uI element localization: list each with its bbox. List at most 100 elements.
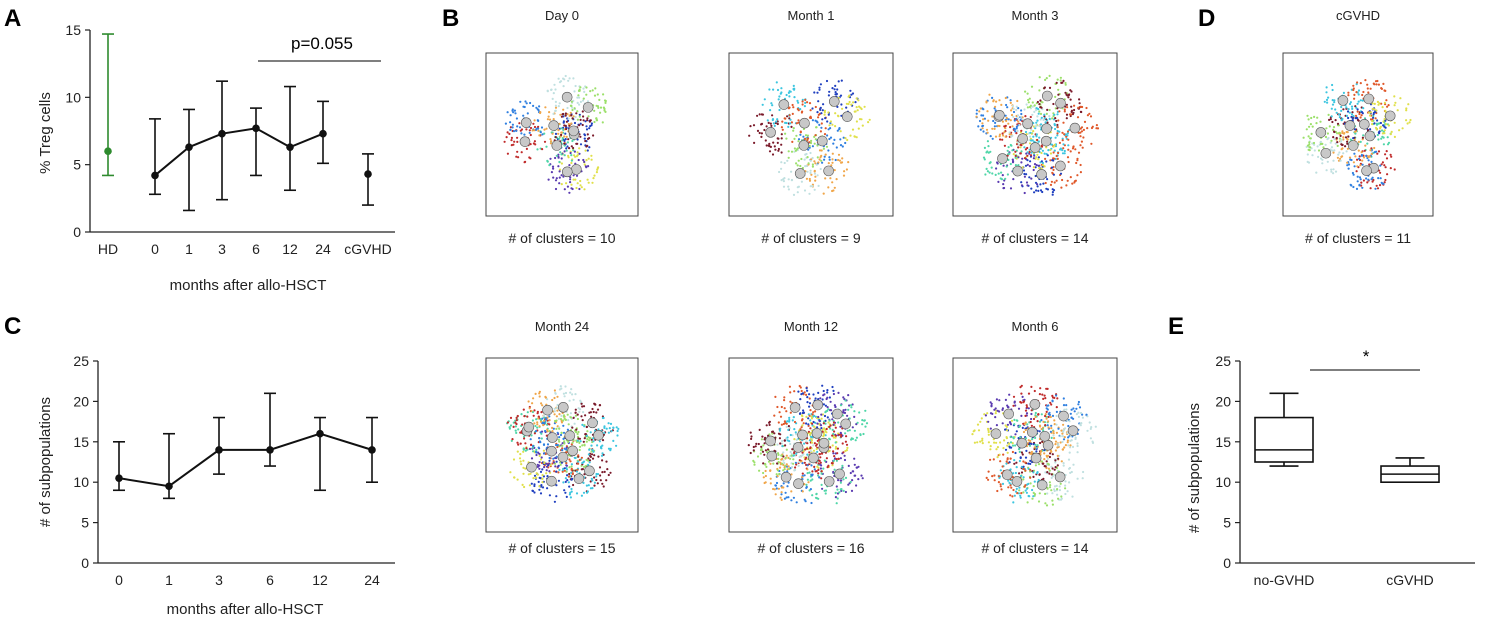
tsne-dot	[591, 407, 594, 411]
tsne-dot	[1050, 465, 1053, 468]
tsne-dot	[1054, 136, 1057, 139]
tsne-dot	[529, 438, 532, 441]
tsne-dot	[1079, 135, 1082, 138]
tsne-dot	[854, 110, 857, 113]
tsne-dot	[771, 118, 774, 122]
tsne-dot	[1041, 101, 1044, 104]
tsne-dot	[1085, 413, 1088, 416]
tsne-dot	[1022, 401, 1025, 404]
tsne-dot	[793, 147, 797, 150]
tsne-dot	[787, 428, 790, 431]
tsne-dot	[1023, 175, 1026, 178]
tsne-dot	[570, 183, 573, 186]
tsne-dot	[563, 469, 566, 472]
tsne-dot	[995, 100, 998, 103]
tsne-dot	[1040, 151, 1043, 155]
tsne-dot	[572, 146, 575, 150]
tsne-dot	[993, 127, 996, 130]
tsne-dot	[1032, 135, 1035, 138]
tsne-dot	[1356, 175, 1359, 178]
tsne-dot	[1025, 181, 1029, 184]
tsne-dot	[523, 133, 526, 136]
tsne-dot	[1062, 143, 1065, 146]
tsne-dot	[771, 432, 774, 435]
tsne-dot	[1359, 116, 1362, 119]
tsne-dot	[833, 404, 837, 407]
tsne-dot	[513, 476, 516, 479]
tsne-dot	[1003, 131, 1006, 134]
tsne-dot	[546, 475, 549, 478]
tsne-dot	[863, 105, 866, 108]
tsne-dot	[1062, 464, 1065, 467]
tsne-dot	[801, 490, 804, 493]
tsne-dot	[772, 462, 775, 465]
tsne-dot	[1316, 116, 1319, 119]
tsne-dot	[786, 115, 789, 118]
tsne-dot	[804, 134, 808, 137]
tsne-dot	[816, 439, 819, 442]
tsne-dot	[1367, 91, 1370, 94]
tsne-dot	[1020, 392, 1023, 395]
tsne-dot	[1030, 139, 1033, 142]
tsne-dot	[520, 132, 523, 135]
tsne-dot	[609, 447, 612, 450]
tsne-dot	[577, 94, 580, 97]
tsne-dot	[1389, 133, 1392, 136]
tsne-cluster-marker	[567, 445, 578, 457]
tsne-dot	[836, 452, 839, 455]
tsne-dot	[517, 156, 520, 159]
tsne-dot	[1067, 138, 1070, 141]
tsne-dot	[977, 429, 981, 432]
tsne-dot	[998, 410, 1001, 413]
tsne-dot	[593, 454, 596, 457]
tsne-dot	[827, 464, 830, 467]
tsne-dot	[811, 470, 814, 473]
tsne-dot	[1009, 119, 1012, 122]
tsne-dot	[528, 131, 531, 134]
tsne-dot	[534, 143, 537, 146]
tsne-dot	[1032, 471, 1035, 474]
tsne-dot	[574, 414, 578, 417]
tsne-dot	[806, 447, 809, 450]
tsne-dot	[1306, 114, 1309, 117]
tsne-dot	[1008, 133, 1011, 136]
tsne-dot	[1081, 477, 1084, 480]
tsne-dot	[1332, 168, 1335, 171]
tsne-dot	[1032, 130, 1035, 133]
tsne-dot	[1026, 501, 1029, 504]
tsne-dot	[787, 456, 790, 459]
tsne-dot	[1365, 154, 1368, 157]
tsne-dot	[598, 404, 602, 407]
tsne-dot	[760, 135, 763, 138]
tsne-dot	[826, 396, 829, 399]
tsne-dot	[1036, 119, 1039, 122]
tsne-dot	[557, 155, 560, 158]
tsne-cluster-marker	[593, 429, 604, 441]
tsne-dot	[1352, 115, 1355, 118]
tsne-dot	[1061, 432, 1064, 435]
tsne-dot	[843, 458, 847, 462]
tsne-dot	[561, 137, 564, 140]
tsne-cluster-marker	[990, 428, 1002, 439]
tsne-dot	[796, 99, 799, 102]
tsne-dot	[1031, 101, 1034, 104]
tsne-dot	[1066, 156, 1070, 159]
tsne-dot	[1035, 135, 1038, 138]
tsne-dot	[1371, 123, 1374, 126]
tsne-dot	[587, 484, 590, 487]
tsne-dot	[509, 121, 512, 124]
tsne-dot	[996, 489, 999, 493]
tsne-dot	[581, 468, 585, 471]
tsne-dot	[1043, 152, 1046, 155]
tsne-dot	[756, 455, 760, 458]
tsne-dot	[757, 442, 760, 446]
tsne-dot	[1055, 431, 1058, 434]
tsne-dot	[587, 463, 590, 466]
tsne-dot	[524, 442, 527, 445]
tsne-dot	[1000, 488, 1003, 491]
tsne-dot	[827, 162, 830, 165]
tsne-dot	[799, 164, 802, 168]
tsne-dot	[763, 438, 766, 441]
tsne-dot	[1012, 107, 1015, 110]
tsne-dot	[989, 135, 992, 138]
